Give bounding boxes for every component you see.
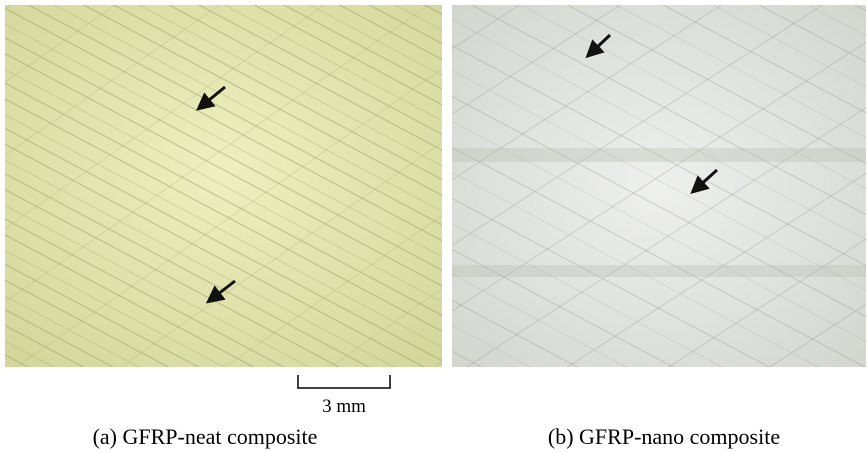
scale-bar xyxy=(298,375,390,388)
panel-caption: (a) GFRP-neat composite xyxy=(93,424,318,449)
panel-caption: (b) GFRP-nano composite xyxy=(548,424,780,449)
panel-b-image xyxy=(452,5,866,367)
page: 3 mm (a) GFRP-neat composite (b) GFRP-na… xyxy=(0,0,868,452)
scale-bar-label: 3 mm xyxy=(322,396,366,417)
figure: 3 mm (a) GFRP-neat composite (b) GFRP-na… xyxy=(0,0,868,452)
panel-a-image xyxy=(5,5,442,367)
